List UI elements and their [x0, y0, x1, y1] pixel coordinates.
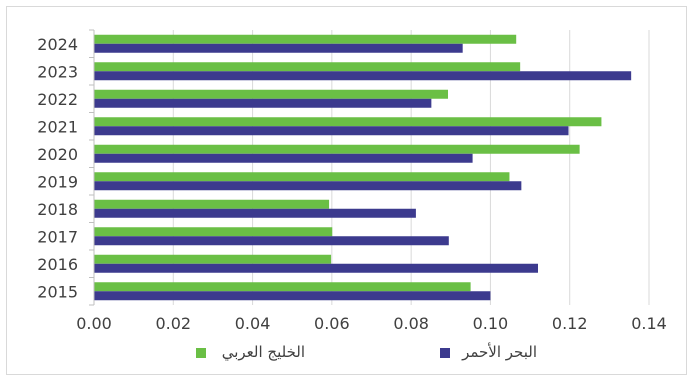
- bar-red-sea: [94, 181, 522, 191]
- bars: [94, 34, 632, 301]
- y-tick-label: 2022: [37, 90, 78, 109]
- bar-red-sea: [94, 71, 632, 81]
- bar-red-sea: [94, 43, 463, 53]
- bar-gulf: [94, 282, 471, 292]
- bar-red-sea: [94, 236, 449, 246]
- bar-red-sea: [94, 126, 569, 136]
- bar-gulf: [94, 144, 580, 154]
- y-tick-label: 2021: [37, 117, 78, 136]
- bar-gulf: [94, 34, 517, 44]
- y-tick-label: 2023: [37, 62, 78, 81]
- legend-swatch-gulf: [196, 348, 206, 358]
- legend-swatch-red-sea: [440, 348, 450, 358]
- y-tick-label: 2024: [37, 35, 78, 54]
- bar-gulf: [94, 199, 330, 209]
- bar-gulf: [94, 172, 510, 182]
- legend: الخليج العربي البحر الأحمر: [196, 342, 537, 362]
- y-tick-label: 2019: [37, 172, 78, 191]
- bar-red-sea: [94, 98, 432, 108]
- bar-gulf: [94, 254, 332, 264]
- y-tick-label: 2020: [37, 145, 78, 164]
- y-tick-label: 2015: [37, 282, 78, 301]
- bar-gulf: [94, 117, 602, 127]
- x-tick-label: 0.02: [155, 314, 191, 333]
- x-tick-label: 0.00: [76, 314, 112, 333]
- x-tick-label: 0.12: [552, 314, 588, 333]
- bar-red-sea: [94, 208, 416, 218]
- x-tick-label: 0.14: [631, 314, 667, 333]
- bar-red-sea: [94, 153, 473, 163]
- x-tick-label: 0.06: [314, 314, 350, 333]
- bar-gulf: [94, 227, 333, 237]
- x-tick-label: 0.08: [393, 314, 429, 333]
- bar-red-sea: [94, 291, 491, 301]
- tick-labels: 0.00 0.02 0.04 0.06 0.08 0.10 0.12 0.14 2024 2023…: [37, 35, 667, 333]
- y-tick-label: 2016: [37, 255, 78, 274]
- legend-label-red-sea: البحر الأحمر: [461, 342, 537, 361]
- y-tick-label: 2017: [37, 227, 78, 246]
- x-tick-label: 0.10: [473, 314, 509, 333]
- legend-label-gulf: الخليج العربي: [222, 343, 305, 362]
- bar-gulf: [94, 89, 449, 99]
- bar-red-sea: [94, 263, 538, 273]
- x-tick-label: 0.04: [235, 314, 271, 333]
- bar-gulf: [94, 62, 521, 72]
- y-tick-label: 2018: [37, 200, 78, 219]
- axes: [89, 29, 95, 306]
